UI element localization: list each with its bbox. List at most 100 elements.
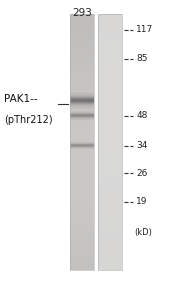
- Bar: [98, 214, 122, 215]
- Bar: [98, 226, 122, 227]
- Bar: [70, 181, 94, 182]
- Bar: [70, 95, 94, 96]
- Bar: [98, 75, 122, 76]
- Bar: [98, 259, 122, 260]
- Bar: [98, 227, 122, 228]
- Bar: [98, 45, 122, 46]
- Bar: [98, 203, 122, 204]
- Bar: [70, 17, 94, 18]
- Bar: [70, 87, 94, 88]
- Bar: [70, 122, 94, 123]
- Bar: [98, 94, 122, 95]
- Bar: [70, 93, 94, 94]
- Bar: [98, 207, 122, 208]
- Bar: [98, 21, 122, 22]
- Bar: [98, 154, 122, 155]
- Bar: [98, 160, 122, 161]
- Bar: [98, 223, 122, 224]
- Bar: [70, 83, 94, 84]
- Bar: [70, 117, 94, 118]
- Bar: [98, 96, 122, 97]
- Bar: [70, 110, 94, 111]
- Bar: [98, 112, 122, 113]
- Bar: [98, 157, 122, 158]
- Bar: [70, 220, 94, 221]
- Bar: [70, 248, 94, 249]
- Bar: [70, 211, 94, 212]
- Bar: [98, 176, 122, 177]
- Bar: [98, 52, 122, 53]
- Bar: [70, 90, 94, 91]
- Bar: [98, 183, 122, 184]
- Bar: [70, 104, 94, 105]
- Bar: [70, 172, 94, 173]
- Bar: [98, 252, 122, 253]
- Bar: [98, 74, 122, 75]
- Bar: [98, 234, 122, 235]
- Bar: [70, 194, 94, 195]
- Bar: [98, 153, 122, 154]
- Bar: [70, 54, 94, 55]
- Bar: [98, 179, 122, 180]
- Bar: [98, 69, 122, 70]
- Bar: [98, 160, 122, 161]
- Bar: [70, 109, 94, 110]
- Bar: [70, 206, 94, 207]
- Bar: [70, 112, 94, 113]
- Bar: [70, 205, 94, 206]
- Bar: [98, 156, 122, 157]
- Bar: [98, 27, 122, 28]
- Bar: [70, 240, 94, 241]
- Bar: [98, 138, 122, 139]
- Bar: [98, 54, 122, 55]
- Bar: [98, 16, 122, 17]
- Bar: [98, 189, 122, 190]
- Bar: [98, 260, 122, 261]
- Bar: [70, 124, 94, 125]
- Bar: [70, 107, 94, 108]
- Bar: [70, 115, 94, 116]
- Bar: [70, 212, 94, 213]
- Bar: [98, 109, 122, 110]
- Bar: [70, 120, 94, 121]
- Bar: [70, 258, 94, 259]
- Bar: [98, 151, 122, 152]
- Bar: [98, 66, 122, 67]
- Bar: [98, 253, 122, 254]
- Bar: [98, 30, 122, 31]
- Bar: [98, 35, 122, 36]
- Bar: [70, 241, 94, 242]
- Bar: [98, 262, 122, 263]
- Bar: [70, 22, 94, 23]
- Bar: [98, 91, 122, 92]
- Bar: [98, 211, 122, 212]
- Bar: [98, 162, 122, 163]
- Bar: [98, 137, 122, 138]
- Bar: [98, 187, 122, 188]
- Bar: [98, 248, 122, 249]
- Bar: [70, 121, 94, 122]
- Bar: [70, 164, 94, 165]
- Bar: [70, 66, 94, 67]
- Bar: [98, 188, 122, 189]
- Bar: [70, 215, 94, 216]
- Bar: [70, 124, 94, 125]
- Bar: [70, 49, 94, 50]
- Bar: [98, 140, 122, 141]
- Bar: [70, 21, 94, 22]
- Bar: [98, 46, 122, 47]
- Bar: [70, 30, 94, 31]
- Bar: [70, 72, 94, 73]
- Bar: [70, 58, 94, 59]
- Bar: [98, 146, 122, 147]
- Bar: [70, 128, 94, 129]
- Bar: [98, 90, 122, 91]
- Bar: [98, 100, 122, 101]
- Bar: [70, 60, 94, 61]
- Bar: [98, 143, 122, 144]
- Bar: [98, 90, 122, 91]
- Bar: [70, 69, 94, 70]
- Bar: [98, 261, 122, 262]
- Bar: [98, 40, 122, 41]
- Bar: [70, 78, 94, 79]
